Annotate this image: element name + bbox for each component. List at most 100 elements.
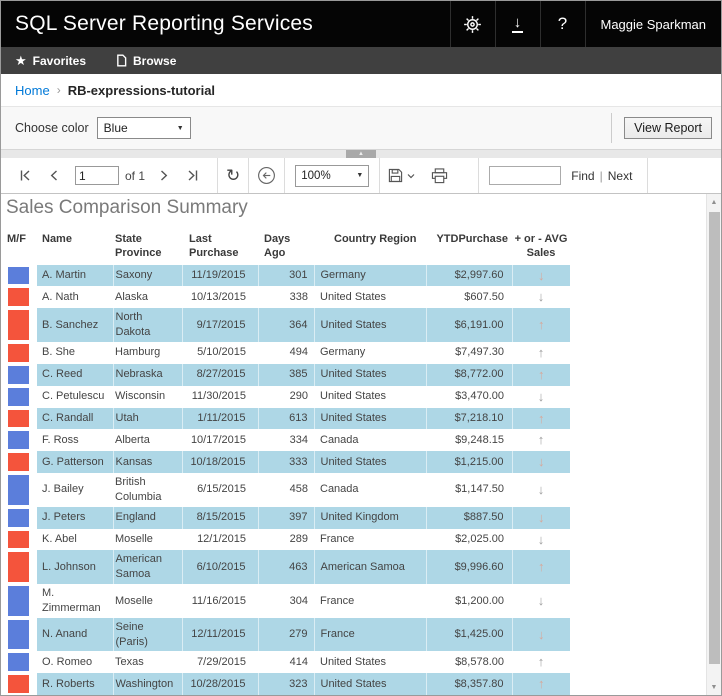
- help-button[interactable]: ?: [539, 1, 585, 47]
- settings-button[interactable]: [449, 1, 495, 47]
- choose-color-label: Choose color: [15, 121, 89, 135]
- cell-name: A. Nath: [42, 290, 79, 303]
- print-button[interactable]: [423, 158, 456, 193]
- arrow-down-icon: ↓: [537, 481, 545, 497]
- nav-favorites-label: Favorites: [32, 53, 87, 68]
- cell-trend: ↓: [512, 264, 570, 287]
- export-button[interactable]: [380, 158, 423, 193]
- cell-trend: ↓: [512, 286, 570, 308]
- download-button[interactable]: ↓: [494, 1, 540, 47]
- last-page-button[interactable]: [178, 158, 207, 193]
- next-page-button[interactable]: [149, 158, 178, 193]
- report-toolbar: of 1 ↻ 100% ▼: [1, 158, 721, 194]
- cell-gender: [7, 408, 37, 430]
- cell-ytd: $7,497.30: [455, 346, 504, 359]
- view-report-button[interactable]: View Report: [624, 117, 712, 139]
- cell-country: Canada: [320, 483, 359, 496]
- vertical-scrollbar[interactable]: ▲ ▼: [706, 194, 721, 695]
- cell-trend: ↓: [512, 386, 570, 408]
- cell-state: Saxony: [113, 264, 183, 287]
- cell-days: 613: [258, 407, 315, 430]
- cell-country: United Kingdom: [314, 506, 427, 529]
- cell-state: Alaska: [115, 290, 149, 303]
- cell-days: 304: [289, 594, 308, 607]
- cell-state: Seine (Paris): [113, 617, 183, 652]
- cell-country: United States: [314, 451, 427, 474]
- arrow-up-icon: ↑: [538, 317, 545, 333]
- cell-country: France: [320, 594, 355, 607]
- table-row: O. Romeo Texas 7/29/2015 414 United States $8…: [7, 651, 570, 673]
- cell-ytd: $2,025.00: [455, 533, 504, 546]
- find-next-button[interactable]: Next: [607, 168, 633, 183]
- back-button[interactable]: [249, 158, 284, 193]
- cell-country: United States: [314, 363, 427, 386]
- previous-page-button[interactable]: [40, 158, 69, 193]
- cell-name: K. Abel: [42, 533, 77, 546]
- zoom-group: 100% ▼: [285, 158, 379, 193]
- user-name: Maggie Sparkman: [600, 16, 707, 32]
- breadcrumb: Home › RB-expressions-tutorial: [1, 74, 721, 106]
- cell-gender: [7, 584, 37, 618]
- refresh-button[interactable]: ↻: [218, 158, 248, 193]
- cell-trend: ↑: [512, 308, 570, 342]
- scrollbar-thumb[interactable]: [708, 212, 720, 664]
- cell-name: A. Martin: [37, 264, 114, 287]
- help-icon: ?: [557, 14, 568, 33]
- breadcrumb-home-link[interactable]: Home: [15, 82, 50, 98]
- arrow-up-icon: ↑: [537, 432, 545, 448]
- table-row: K. Abel Moselle 12/1/2015 289 France $2,025.0…: [7, 529, 570, 551]
- table-row: B. She Hamburg 5/10/2015 494 Germany $7,497.3…: [7, 342, 570, 364]
- gender-swatch: [8, 310, 29, 340]
- cell-last: 11/19/2015: [182, 264, 259, 287]
- cell-country: United States: [314, 673, 427, 695]
- cell-gender: [7, 529, 37, 551]
- cell-state: Washington: [113, 673, 183, 695]
- zoom-select[interactable]: 100% ▼: [295, 164, 370, 187]
- cell-ytd: $7,218.10: [426, 407, 513, 430]
- cell-days: 301: [258, 264, 315, 287]
- user-menu[interactable]: Maggie Sparkman: [584, 1, 722, 47]
- cell-name: R. Roberts: [37, 673, 114, 695]
- report-viewer: Sales Comparison Summary M/F Name State Pr…: [1, 194, 721, 695]
- cell-name: L. Johnson: [37, 550, 114, 585]
- find-button[interactable]: Find: [571, 168, 595, 183]
- first-page-button[interactable]: [11, 158, 40, 193]
- cell-gender: [7, 429, 37, 451]
- cell-gender: [7, 550, 37, 584]
- color-select[interactable]: Blue ▼: [96, 117, 191, 139]
- table-row: M. Zimmerman Moselle 11/16/2015 304 France $1…: [7, 584, 570, 618]
- cell-country: Canada: [320, 433, 359, 446]
- table-row: F. Ross Alberta 10/17/2015 334 Canada $9,248.…: [7, 429, 570, 451]
- cell-days: 333: [258, 451, 315, 474]
- cell-ytd: $607.50: [464, 290, 504, 303]
- cell-country: American Samoa: [314, 550, 427, 585]
- cell-trend: ↓: [512, 473, 570, 507]
- arrow-down-icon: ↓: [537, 531, 545, 547]
- cell-country: United States: [320, 290, 387, 303]
- toolbar-separator: [478, 158, 480, 193]
- app-header: SQL Server Reporting Services ↓ ? Maggie…: [1, 1, 721, 47]
- gender-swatch: [8, 343, 29, 362]
- cell-gender: [7, 364, 37, 386]
- page-number-input[interactable]: [75, 166, 119, 185]
- column-header: Name: [42, 233, 72, 245]
- cell-ytd: $6,191.00: [426, 308, 513, 342]
- cell-last: 10/18/2015: [182, 451, 259, 474]
- scroll-up-icon[interactable]: ▲: [710, 198, 718, 206]
- collapse-handle[interactable]: ▲: [346, 150, 376, 158]
- find-input[interactable]: [489, 166, 562, 185]
- table-body: A. Martin Saxony 11/19/2015 301 Germany $2,99…: [7, 264, 570, 695]
- toolbar-separator: [647, 158, 649, 193]
- cell-last: 7/29/2015: [197, 655, 246, 668]
- cell-country: United States: [320, 390, 387, 403]
- scroll-down-icon[interactable]: ▼: [710, 683, 718, 691]
- chevron-down-icon: ▼: [356, 172, 364, 179]
- nav-browse[interactable]: Browse: [116, 54, 176, 68]
- report-title: Sales Comparison Summary: [6, 197, 248, 218]
- cell-last: 11/16/2015: [191, 594, 246, 607]
- cell-gender: [7, 473, 37, 507]
- nav-favorites[interactable]: ★ Favorites: [15, 53, 86, 69]
- cell-state: Hamburg: [115, 346, 161, 359]
- cell-gender: [7, 265, 37, 287]
- nav-bar: ★ Favorites Browse: [1, 47, 721, 74]
